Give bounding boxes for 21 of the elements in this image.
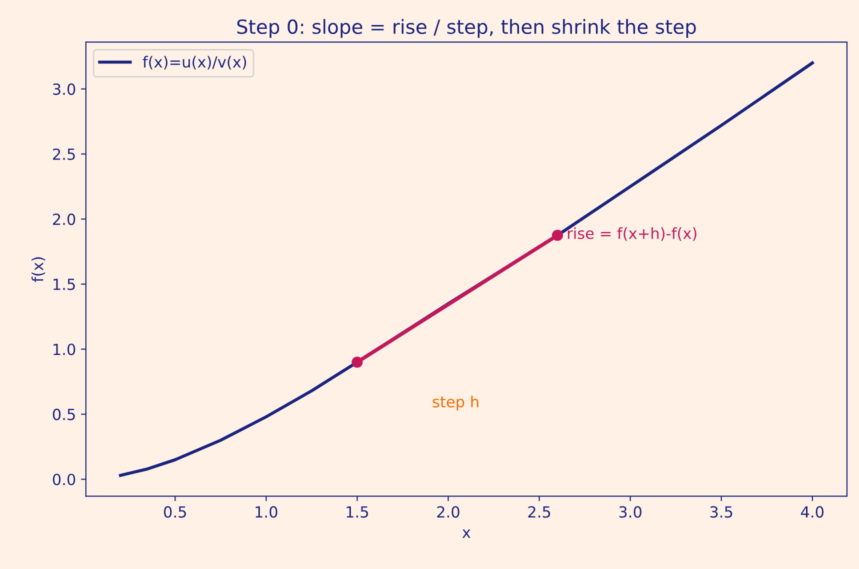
x-tick-label: 1.0 [256,506,278,518]
x-axis-title: x [462,529,470,538]
y-axis-title: f(x) [32,257,46,282]
x-tick-label: 2.5 [528,506,550,518]
y-tick-label: 0.0 [52,474,76,486]
x-tick-label: 1.5 [346,506,368,518]
y-tick-label: 1.0 [54,344,76,356]
x-tick-label: 0.5 [164,506,186,518]
chart-title: Step 0: slope = rise / step, then shrink the step [237,19,696,38]
y-tick-label: 2.0 [53,214,76,226]
annotation: step h [432,396,478,410]
x-tick-label: 3.0 [619,506,642,518]
legend-label: f(x)=u(x)/v(x) [142,56,246,70]
y-tick-label: 0.5 [52,408,75,420]
annotation: rise = f(x+h)-f(x) [568,227,696,241]
x-tick-label: 2.0 [437,506,460,518]
y-tick-label: 3.0 [53,83,76,95]
x-tick-label: 4.0 [800,506,824,518]
x-tick-label: 3.5 [710,506,732,518]
y-tick-label: 2.5 [53,148,75,160]
y-tick-label: 1.5 [54,278,75,290]
